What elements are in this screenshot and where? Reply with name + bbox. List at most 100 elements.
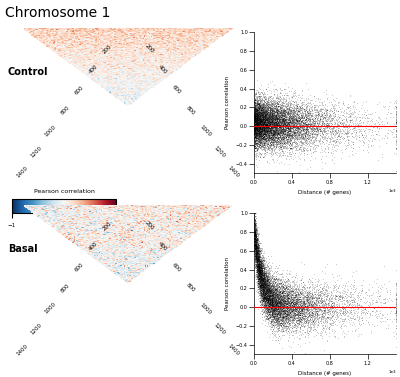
- Point: [254, 132, 261, 138]
- Point: [302, 313, 308, 319]
- Point: [291, 115, 297, 121]
- Point: [328, 102, 335, 108]
- Point: [264, 121, 270, 127]
- Point: [288, 116, 295, 123]
- Point: [260, 271, 266, 277]
- Point: [257, 259, 263, 265]
- Point: [352, 299, 358, 305]
- Point: [264, 107, 271, 113]
- Point: [269, 121, 275, 127]
- Point: [260, 256, 266, 262]
- Point: [266, 296, 272, 302]
- Point: [258, 121, 265, 127]
- Point: [293, 113, 300, 120]
- Point: [287, 117, 293, 123]
- Point: [264, 277, 270, 283]
- Point: [254, 108, 260, 114]
- Point: [276, 115, 282, 121]
- Point: [283, 294, 290, 300]
- Point: [271, 123, 278, 129]
- Point: [271, 133, 278, 139]
- Point: [286, 303, 292, 309]
- Point: [285, 328, 291, 334]
- Point: [315, 124, 322, 130]
- Point: [268, 302, 275, 308]
- Point: [265, 121, 271, 127]
- Point: [273, 142, 280, 148]
- Point: [318, 127, 324, 133]
- Point: [304, 122, 311, 128]
- Point: [259, 284, 266, 290]
- Point: [303, 112, 310, 118]
- Point: [255, 254, 262, 261]
- Point: [279, 123, 286, 129]
- Point: [343, 118, 350, 124]
- Point: [259, 101, 266, 107]
- Point: [294, 121, 300, 127]
- Point: [263, 293, 269, 299]
- Point: [265, 116, 272, 123]
- Point: [268, 100, 274, 106]
- Point: [342, 293, 348, 299]
- Point: [279, 273, 286, 279]
- Point: [296, 121, 303, 127]
- Point: [357, 106, 364, 112]
- Point: [259, 271, 266, 277]
- Point: [256, 286, 262, 292]
- Point: [277, 303, 284, 309]
- Point: [281, 300, 287, 307]
- Point: [265, 295, 271, 301]
- Point: [285, 124, 292, 130]
- Point: [266, 284, 272, 290]
- Point: [251, 126, 258, 132]
- Point: [288, 308, 295, 314]
- Point: [267, 293, 273, 299]
- Point: [290, 314, 296, 320]
- Point: [294, 124, 300, 130]
- Point: [252, 132, 259, 138]
- Point: [268, 136, 275, 142]
- Point: [306, 302, 312, 308]
- Point: [253, 137, 259, 143]
- Point: [260, 295, 266, 301]
- Point: [292, 122, 298, 128]
- Point: [338, 297, 345, 303]
- Point: [289, 135, 296, 141]
- Point: [252, 127, 259, 133]
- Point: [270, 298, 277, 304]
- Point: [251, 210, 258, 216]
- Point: [275, 302, 281, 308]
- Point: [284, 123, 290, 129]
- Point: [276, 127, 282, 133]
- Point: [393, 123, 399, 129]
- Point: [317, 106, 324, 112]
- Point: [266, 265, 272, 271]
- Point: [270, 137, 276, 143]
- Point: [255, 268, 262, 274]
- Point: [317, 127, 324, 133]
- Point: [276, 103, 282, 109]
- Point: [253, 127, 259, 133]
- Point: [314, 109, 320, 115]
- Point: [320, 319, 326, 325]
- Point: [260, 113, 266, 119]
- Point: [361, 139, 368, 145]
- Point: [271, 332, 278, 338]
- Point: [280, 133, 286, 139]
- Point: [274, 316, 280, 322]
- Point: [272, 128, 278, 134]
- Point: [306, 311, 312, 317]
- Point: [294, 299, 300, 305]
- Point: [332, 293, 338, 299]
- Point: [258, 114, 265, 120]
- Point: [323, 288, 329, 294]
- Point: [270, 112, 277, 118]
- Point: [294, 125, 301, 131]
- Point: [273, 307, 279, 313]
- Point: [265, 300, 272, 307]
- Point: [291, 303, 298, 309]
- Point: [304, 290, 310, 296]
- Point: [279, 140, 285, 146]
- Point: [291, 313, 298, 319]
- Point: [252, 99, 258, 105]
